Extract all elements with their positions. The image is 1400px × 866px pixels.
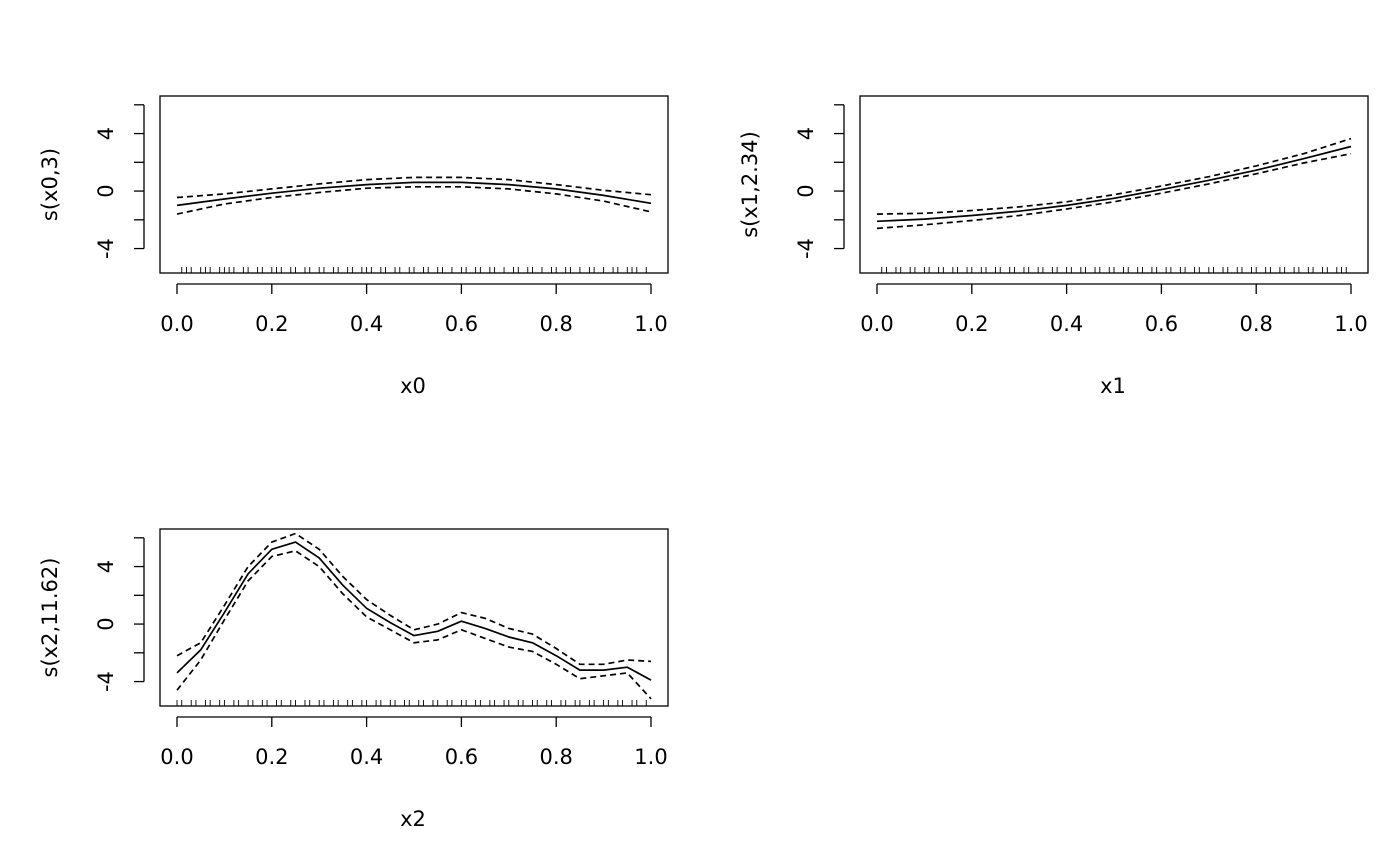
panel-x0: 0.0 0.2 0.4 0.6 0.8 1.0 -4 0 4 x0 s(x0,3) [38,95,669,398]
x-tick-label: 0.6 [1145,312,1178,336]
x-tick-label: 0.4 [350,745,383,769]
y-tick-label: 4 [794,127,818,140]
y-tick-label: 4 [94,127,118,140]
x-tick-label: 0.4 [1050,312,1083,336]
smooth-estimate-line [176,181,652,207]
y-tick-label: -4 [94,671,118,692]
y-tick-label: 0 [94,184,118,197]
x-tick-label: 0.4 [350,312,383,336]
x-tick-label: 0.8 [539,745,572,769]
y-tick-label: -4 [794,238,818,259]
panel-x2: 0.0 0.2 0.4 0.6 0.8 1.0 -4 0 4 x2 s(x2,11.62) [38,528,669,831]
confidence-band-line [176,532,652,666]
x-tick-label: 0.2 [255,312,288,336]
y-tick-label: 0 [794,184,818,197]
x-tick-label: 0.0 [860,312,893,336]
x-axis-title: x2 [400,807,426,831]
x-axis-title: x1 [1100,374,1126,398]
x-tick-label: 1.0 [634,745,667,769]
y-axis-title: s(x2,11.62) [38,558,62,678]
confidence-band-line [176,549,652,700]
x-tick-label: 1.0 [1334,312,1367,336]
x-tick-label: 0.0 [160,312,193,336]
y-tick-label: 0 [94,617,118,630]
x-tick-label: 0.0 [160,745,193,769]
y-tick-label: 4 [94,560,118,573]
x-tick-label: 0.6 [445,745,478,769]
plot-frame [159,528,669,707]
plot-frame [159,95,669,274]
x-tick-label: 0.8 [1239,312,1272,336]
x-tick-label: 0.2 [255,745,288,769]
x-tick-label: 0.2 [955,312,988,336]
y-axis-title: s(x0,3) [38,148,62,221]
confidence-band-line [176,176,652,199]
y-tick-label: -4 [94,238,118,259]
panel-x1: 0.0 0.2 0.4 0.6 0.8 1.0 -4 0 4 x1 s(x1,2.34) [738,95,1369,398]
y-axis-title: s(x1,2.34) [738,131,762,238]
x-tick-label: 1.0 [634,312,667,336]
x-axis-title: x0 [400,374,426,398]
smooth-estimate-line [176,541,652,681]
smooth-estimate-line [876,145,1352,223]
confidence-band-line [176,185,652,215]
confidence-band-line [876,137,1352,215]
plot-frame [859,95,1369,274]
x-tick-label: 0.6 [445,312,478,336]
x-tick-label: 0.8 [539,312,572,336]
